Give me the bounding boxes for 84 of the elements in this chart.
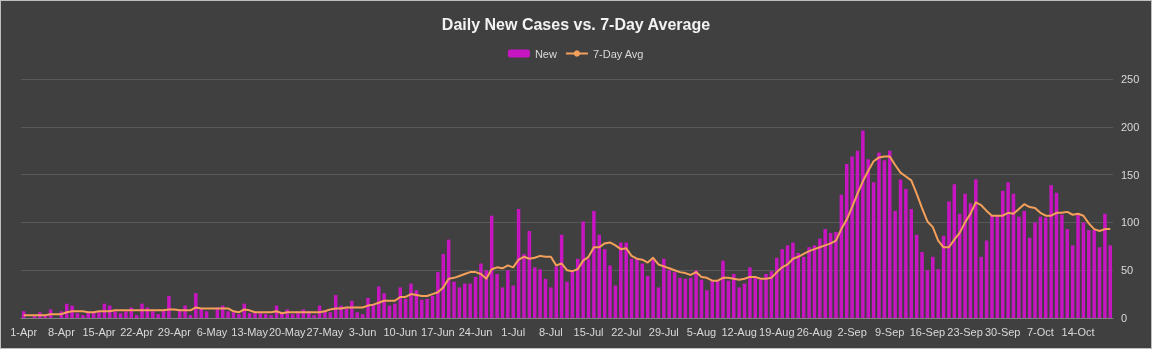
- x-tick-label: 24-Jun: [458, 325, 493, 338]
- x-tick-label: 20-May: [268, 325, 307, 338]
- bar: [694, 270, 698, 318]
- bar: [409, 283, 413, 318]
- bar: [791, 242, 795, 318]
- x-tick-label: 9-Sep: [875, 325, 905, 338]
- bar: [877, 152, 881, 318]
- x-tick-label: 30-Sep: [984, 325, 1021, 338]
- bar: [920, 252, 924, 318]
- bar: [565, 281, 569, 318]
- x-tick-label: 15-Jul: [573, 325, 604, 338]
- bar: [167, 296, 171, 318]
- bar: [522, 253, 526, 318]
- x-tick-label: 12-Aug: [721, 325, 757, 338]
- bar: [452, 281, 456, 318]
- x-tick-label: 10-Jun: [383, 325, 418, 338]
- x-tick-label: 7-Oct: [1026, 325, 1054, 338]
- x-tick-label: 29-Jul: [648, 325, 679, 338]
- y-tick-label: 150: [1121, 168, 1140, 181]
- bar: [592, 210, 596, 318]
- bar: [328, 312, 333, 318]
- bar: [290, 314, 295, 318]
- bar: [807, 247, 811, 318]
- x-tick-label: 13-May: [231, 325, 269, 338]
- bar: [495, 274, 499, 318]
- y-tick-label: 0: [1121, 312, 1128, 324]
- x-tick-label: 15-Apr: [82, 325, 116, 338]
- x-tick-label: 2-Sep: [837, 325, 867, 338]
- x-tick-label: 1-Apr: [10, 325, 38, 338]
- bar: [226, 311, 230, 318]
- line-series: [22, 155, 1112, 317]
- x-tick-label: 19-Aug: [759, 325, 795, 338]
- bar: [538, 269, 542, 318]
- y-tick-label: 50: [1121, 264, 1134, 277]
- bar: [188, 315, 193, 318]
- y-tick-label: 200: [1121, 120, 1140, 133]
- x-tick-label: 23-Sep: [947, 325, 983, 338]
- x-tick-label: 6-May: [196, 325, 228, 338]
- y-tick-label: 250: [1121, 73, 1140, 85]
- bar: [748, 267, 752, 318]
- x-tick-label: 17-Jun: [421, 325, 455, 338]
- bar: [651, 259, 655, 318]
- bar: [134, 315, 139, 318]
- bar: [947, 201, 951, 318]
- bar: [1103, 213, 1107, 318]
- x-tick-label: 16-Sep: [909, 325, 946, 338]
- bar: [635, 258, 639, 318]
- bar: [436, 272, 440, 318]
- bar: [904, 188, 908, 318]
- bar: [990, 215, 994, 318]
- bar: [850, 156, 854, 318]
- bar: [963, 193, 967, 318]
- x-tick-label: 29-Apr: [157, 325, 192, 338]
- bar: [1006, 182, 1010, 318]
- legend-label: 7-Day Avg: [592, 47, 644, 60]
- x-tick-label: 22-Jul: [611, 325, 642, 338]
- bar: [366, 297, 370, 318]
- x-tick-label: 8-Jul: [538, 325, 563, 338]
- x-tick-label: 27-May: [306, 325, 344, 338]
- x-tick-label: 26-Aug: [796, 325, 833, 338]
- bar: [124, 311, 128, 318]
- bar: [834, 231, 838, 318]
- y-tick-label: 100: [1121, 216, 1140, 229]
- x-tick-label: 1-Jul: [501, 325, 526, 338]
- bar: [1033, 222, 1037, 318]
- bar: [360, 314, 365, 318]
- bar: [1076, 214, 1080, 318]
- bar: [678, 277, 682, 318]
- bar: [479, 263, 483, 318]
- bar: [97, 312, 101, 318]
- x-tick-label: 5-Aug: [686, 325, 717, 338]
- x-tick-label: 14-Oct: [1061, 325, 1095, 338]
- bar: [204, 311, 209, 318]
- bar: [721, 260, 725, 318]
- bar: [608, 265, 612, 318]
- x-tick-label: 3-Jun: [348, 325, 377, 338]
- chart-title: Daily New Cases vs. 7-Day Average: [441, 15, 711, 33]
- x-tick-label: 22-Apr: [120, 325, 154, 338]
- x-tick-label: 8-Apr: [47, 325, 76, 338]
- bar: [382, 293, 386, 318]
- bar: [1060, 214, 1064, 318]
- legend-label: New: [534, 47, 557, 60]
- bar: [231, 312, 236, 318]
- bar: [764, 274, 768, 318]
